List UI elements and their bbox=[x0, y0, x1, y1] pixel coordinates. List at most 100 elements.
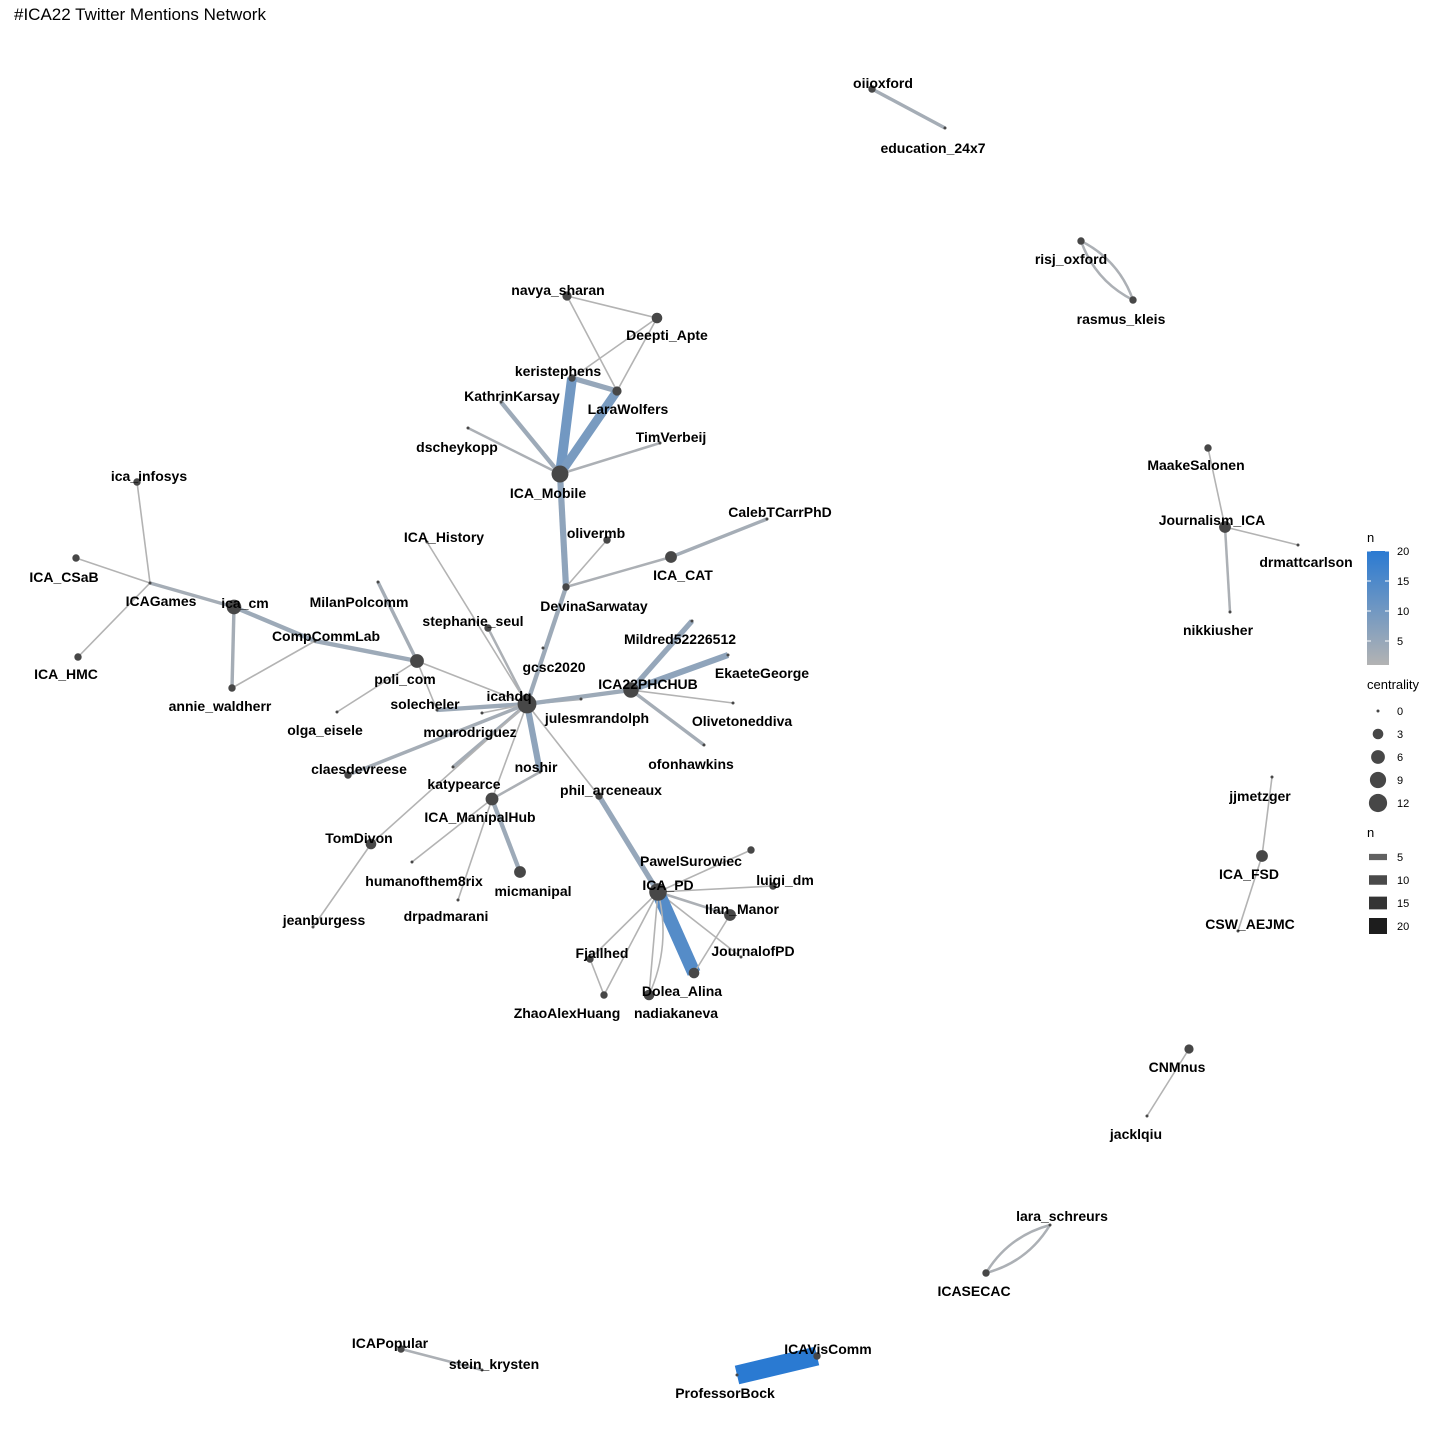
node-ICA22PHCHUB bbox=[623, 682, 639, 698]
node-lara_schreurs bbox=[1048, 1223, 1052, 1227]
node-label-CNMnus: CNMnus bbox=[1149, 1059, 1206, 1075]
legend-width-label: 15 bbox=[1397, 898, 1409, 910]
edges-layer bbox=[75, 87, 1299, 1385]
legend-colorbar bbox=[1367, 551, 1389, 665]
edge-ICA_PD-luigi_dm bbox=[657, 885, 774, 893]
legend-width-key bbox=[1369, 918, 1387, 934]
node-luigi_dm bbox=[769, 882, 777, 890]
edge-lara_schreurs-ICASECAC bbox=[985, 1224, 1052, 1275]
node-rasmus_kleis bbox=[1129, 296, 1137, 304]
legend-color-tick-label: 20 bbox=[1397, 546, 1409, 558]
node-label-PawelSurowiec: PawelSurowiec bbox=[640, 853, 742, 869]
node-label-monrodriguez: monrodriguez bbox=[423, 724, 516, 740]
node-nadiakaneva bbox=[643, 989, 655, 1001]
edge-ICA_PD-nadiakaneva bbox=[648, 891, 659, 996]
nodes-layer bbox=[72, 85, 1300, 1377]
node-label-TomDivon: TomDivon bbox=[325, 830, 392, 846]
node-KathrinKarsay bbox=[499, 400, 503, 404]
node-label-Journalism_ICA: Journalism_ICA bbox=[1159, 512, 1266, 528]
node-Journalism_ICA bbox=[1219, 521, 1231, 533]
edge-dscheykopp-ICA_Mobile bbox=[467, 426, 561, 476]
legend-size-key bbox=[1372, 728, 1384, 740]
node-label-education_24x7: education_24x7 bbox=[880, 140, 985, 156]
node-label-oiioxford: oiioxford bbox=[853, 75, 913, 91]
node-label-ICA_CSaB: ICA_CSaB bbox=[29, 569, 98, 585]
node-label-DevinaSarwatay: DevinaSarwatay bbox=[540, 598, 648, 614]
node-label-lara_schreurs: lara_schreurs bbox=[1016, 1208, 1108, 1224]
node-olivermb bbox=[603, 536, 611, 544]
edge-nadiakaneva-ICA_PD bbox=[648, 891, 664, 996]
edge-CompCommLab-annie_waldherr bbox=[231, 640, 316, 689]
node-label-olivermb: olivermb bbox=[567, 525, 625, 541]
node-CompCommLab bbox=[313, 639, 317, 643]
node-label-Olivetoneddiva: Olivetoneddiva bbox=[692, 713, 793, 729]
node-phil_arceneaux bbox=[595, 792, 603, 800]
node-ICASECAC bbox=[982, 1269, 990, 1277]
node-ICA_ManipalHub bbox=[485, 792, 499, 806]
legend-width-label: 20 bbox=[1397, 921, 1409, 933]
edge-icahdq-phil_arceneaux bbox=[526, 703, 600, 797]
edge-ICAVisComm-ProfessorBock bbox=[734, 1346, 820, 1385]
node-label-ica_infosys: ica_infosys bbox=[111, 468, 187, 484]
edge-ica_cm-annie_waldherr bbox=[230, 606, 236, 689]
node-Deepti_Apte bbox=[651, 312, 663, 324]
edge-ICA_ManipalHub-humanofthem8rix bbox=[411, 798, 493, 863]
edge-noshir-ICA_ManipalHub bbox=[491, 770, 541, 801]
node-ICA_CSaB bbox=[72, 554, 80, 562]
edge-TimVerbeij-ICA_Mobile bbox=[559, 441, 661, 476]
edge-ICA_PD-JournalofPD bbox=[657, 891, 742, 958]
node-label-ICAGames: ICAGames bbox=[126, 593, 197, 609]
node-olga_eisele bbox=[335, 710, 339, 714]
node-label-ICA22PHCHUB: ICA22PHCHUB bbox=[598, 676, 698, 692]
node-poli_com bbox=[410, 654, 424, 668]
legend-width-key bbox=[1369, 853, 1387, 861]
edge-ICA_CSaB-ICAGames bbox=[75, 557, 151, 584]
edge-MaakeSalonen-Journalism_ICA bbox=[1207, 447, 1226, 528]
edge-ICA_PD-Fjallhed bbox=[589, 891, 659, 960]
node-education_24x7 bbox=[943, 126, 947, 130]
edge-poli_com-icahdq bbox=[416, 660, 528, 705]
node-ZhaoAlexHuang bbox=[600, 991, 608, 999]
node-TomDivon bbox=[365, 838, 377, 850]
node-label-claesdevreese: claesdevreese bbox=[311, 761, 407, 777]
node-label-luigi_dm: luigi_dm bbox=[756, 872, 814, 888]
node-label-TimVerbeij: TimVerbeij bbox=[636, 429, 707, 445]
node-label-jeanburgess: jeanburgess bbox=[282, 912, 366, 928]
node-label-stein_krysten: stein_krysten bbox=[449, 1356, 539, 1372]
node-label-keristephens: keristephens bbox=[515, 363, 602, 379]
legend-width-key bbox=[1369, 896, 1387, 910]
node-oiioxford bbox=[868, 85, 876, 93]
node-katypearce bbox=[451, 765, 455, 769]
edge-keristephens-LaraWolfers bbox=[571, 375, 618, 394]
node-label-navya_sharan: navya_sharan bbox=[511, 282, 604, 298]
edge-ICA_History-icahdq bbox=[426, 541, 528, 705]
legend-size-label: 0 bbox=[1397, 706, 1403, 718]
node-label-olga_eisele: olga_eisele bbox=[287, 722, 363, 738]
node-ICA_Mobile bbox=[551, 465, 569, 483]
node-label-ICAVisComm: ICAVisComm bbox=[784, 1341, 871, 1357]
node-label-noshir: noshir bbox=[515, 759, 558, 775]
node-label-jacklqiu: jacklqiu bbox=[1109, 1126, 1162, 1142]
legend-width-label: 5 bbox=[1397, 852, 1403, 864]
edge-icahdq-claesdevreese bbox=[347, 702, 528, 777]
edge-ICA22PHCHUB-EkaeteGeorge bbox=[629, 652, 730, 693]
node-ICAVisComm bbox=[813, 1352, 821, 1360]
node-Mildred52226512 bbox=[690, 619, 694, 623]
node-label-CompCommLab: CompCommLab bbox=[272, 628, 380, 644]
legend-size-label: 6 bbox=[1397, 752, 1403, 764]
edge-jjmetzger-ICA_FSD bbox=[1261, 776, 1273, 857]
legend-size-label: 3 bbox=[1397, 729, 1403, 741]
legend-color-title: n bbox=[1367, 530, 1374, 545]
node-label-ICASECAC: ICASECAC bbox=[937, 1283, 1010, 1299]
node-TimVerbeij bbox=[658, 441, 662, 445]
edge-risj_oxford-rasmus_kleis bbox=[1080, 239, 1135, 301]
edge-ICA22PHCHUB-Olivetoneddiva bbox=[630, 689, 734, 704]
node-JournalofPD bbox=[739, 955, 743, 959]
node-label-ofonhawkins: ofonhawkins bbox=[648, 756, 734, 772]
edge-icahdq-ICA_ManipalHub bbox=[491, 703, 528, 800]
edge-ICA_PD-Ilan_Manor bbox=[657, 890, 731, 917]
node-ICA_FSD bbox=[1256, 850, 1268, 862]
node-label-ICA_CAT: ICA_CAT bbox=[653, 567, 713, 583]
legend-size-label: 9 bbox=[1397, 775, 1403, 787]
edge-TomDivon-jeanburgess bbox=[312, 843, 372, 928]
